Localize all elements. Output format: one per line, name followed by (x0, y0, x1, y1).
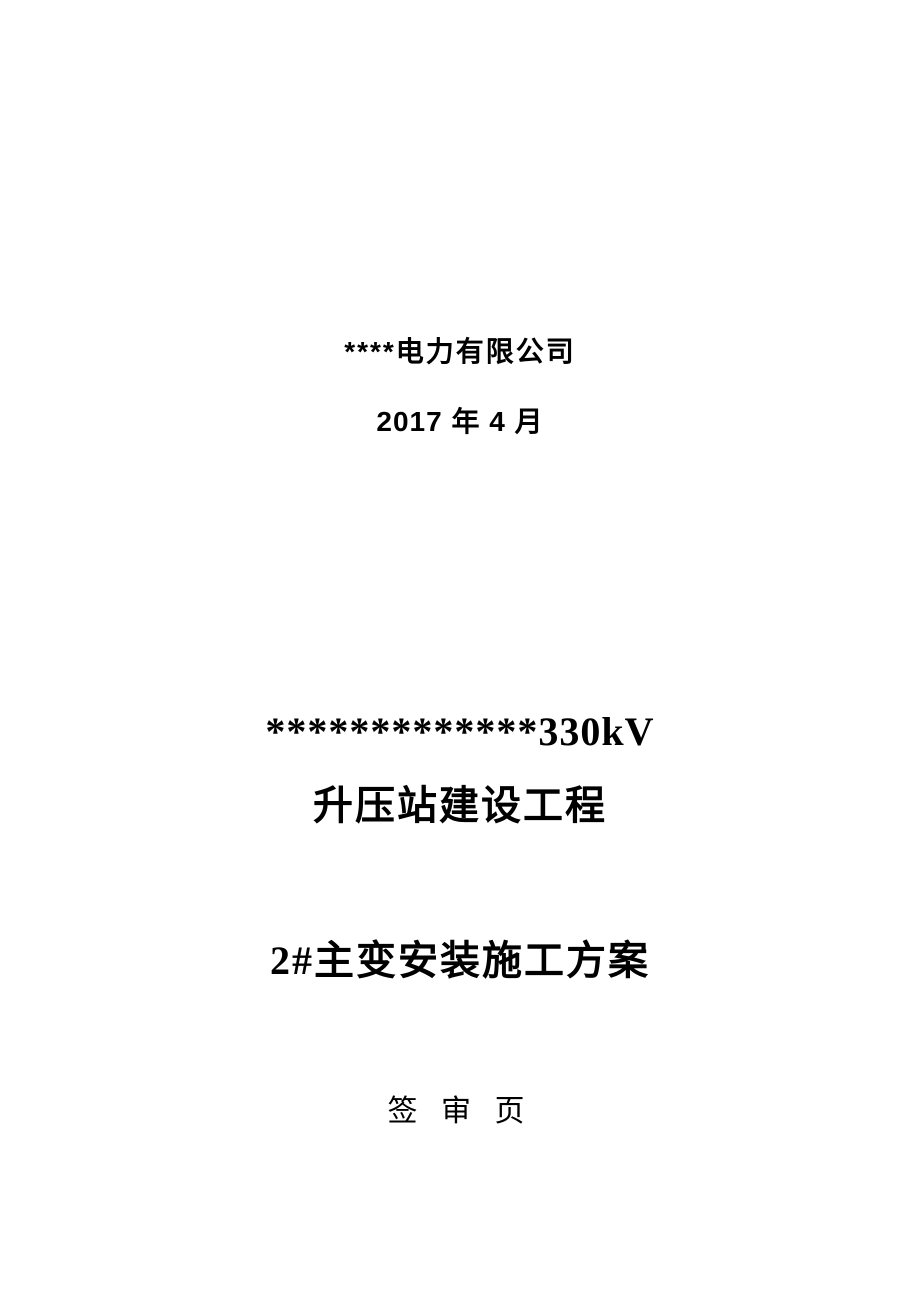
project-title-line2: 升压站建设工程 (100, 774, 820, 838)
title-block: *************330kV 升压站建设工程 2#主变安装施工方案 签 … (100, 700, 820, 1130)
company-name: ****电力有限公司 (344, 330, 576, 370)
document-date: 2017 年 4 月 (344, 400, 576, 440)
document-page: ****电力有限公司 2017 年 4 月 *************330kV… (0, 0, 920, 1302)
sign-review-page-label: 签 审 页 (100, 1086, 820, 1130)
company-header-block: ****电力有限公司 2017 年 4 月 (344, 330, 576, 440)
project-title-line1: *************330kV (100, 700, 820, 764)
plan-title: 2#主变安装施工方案 (100, 928, 820, 986)
